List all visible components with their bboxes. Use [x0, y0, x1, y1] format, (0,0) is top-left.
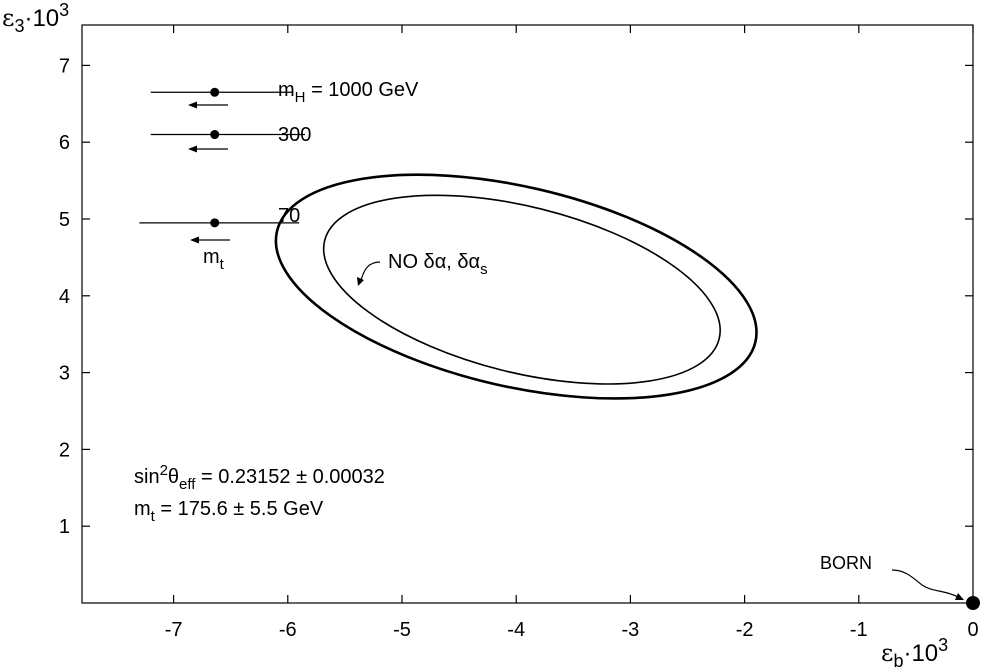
y-tick-label: 2 — [59, 439, 70, 461]
mt-arrows — [188, 101, 230, 244]
x-tick-label: -2 — [736, 619, 754, 641]
axis-ticks — [82, 25, 974, 603]
label-mt-arrow: mt — [203, 246, 225, 273]
x-tick-label: 0 — [967, 619, 978, 641]
x-tick-label: -5 — [393, 619, 411, 641]
plot-frame — [81, 24, 974, 604]
label-mt-value: mt = 175.6 ± 5.5 GeV — [134, 498, 324, 525]
x-tick-label: -4 — [507, 619, 525, 641]
data-point — [210, 130, 220, 140]
mt-arrowhead-1000 — [188, 101, 197, 109]
label-mh-1000: mH = 1000 GeV — [278, 79, 419, 106]
y-tick-label: 1 — [59, 516, 70, 538]
data-point — [210, 87, 220, 97]
label-no-dalpha: NO δα, δαs — [388, 251, 488, 278]
x-tick-label: -3 — [622, 619, 640, 641]
label-mh-70: 70 — [278, 205, 300, 227]
tick-labels: -7 -6 -5 -4 -3 -2 -1 0 1 2 3 4 5 6 7 — [59, 55, 979, 641]
x-tick-label: -1 — [850, 619, 868, 641]
contour-outer — [274, 173, 758, 400]
label-sin2theta: sin2θeff = 0.23152 ± 0.00032 — [134, 462, 385, 493]
contour-inner — [322, 194, 721, 385]
born-point — [966, 596, 980, 610]
y-tick-label: 6 — [59, 132, 70, 154]
label-mh-300: 300 — [278, 124, 311, 146]
y-tick-label: 3 — [59, 363, 70, 385]
y-tick-label: 4 — [59, 286, 70, 308]
data-point — [210, 218, 220, 228]
x-axis-label: εb·103 — [881, 635, 948, 669]
born-arrow — [891, 569, 964, 600]
x-tick-label: -6 — [279, 619, 297, 641]
x-tick-label: -7 — [165, 619, 183, 641]
mt-arrowhead-70 — [190, 236, 199, 244]
y-tick-label: 7 — [59, 55, 70, 77]
y-tick-label: 5 — [59, 209, 70, 231]
sm-points — [139, 87, 305, 228]
no-dalpha-arrow — [357, 261, 381, 286]
y-axis-label: ε3·103 — [2, 0, 69, 36]
mt-arrowhead-300 — [188, 145, 197, 153]
label-born: BORN — [820, 553, 872, 573]
